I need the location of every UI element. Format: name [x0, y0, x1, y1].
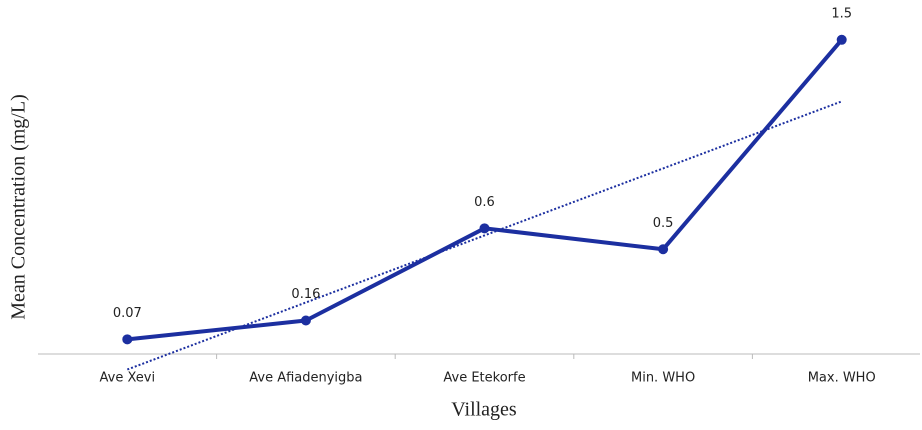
point — [122, 334, 133, 345]
y-axis-label: Mean Concentration (mg/L) — [8, 94, 30, 320]
point — [300, 315, 311, 326]
line — [127, 38, 844, 342]
data-label: 0.5 — [653, 216, 674, 231]
point — [836, 34, 847, 45]
point — [479, 223, 490, 234]
x-tick-label: Ave Xevi — [100, 371, 156, 386]
x-tick-label: Max. WHO — [808, 371, 876, 386]
x-axis-label: Villages — [451, 399, 517, 421]
data-label: 0.6 — [474, 195, 495, 210]
point — [658, 244, 669, 255]
x-tick-label: Min. WHO — [631, 371, 695, 386]
x-tick-label: Ave Etekorfe — [443, 371, 525, 386]
trendline — [126, 100, 843, 371]
data-label: 0.07 — [113, 306, 142, 321]
data-label: 0.16 — [291, 287, 320, 302]
data-label: 1.5 — [831, 6, 852, 21]
x-tick-label: Ave Afiadenyigba — [249, 371, 362, 386]
